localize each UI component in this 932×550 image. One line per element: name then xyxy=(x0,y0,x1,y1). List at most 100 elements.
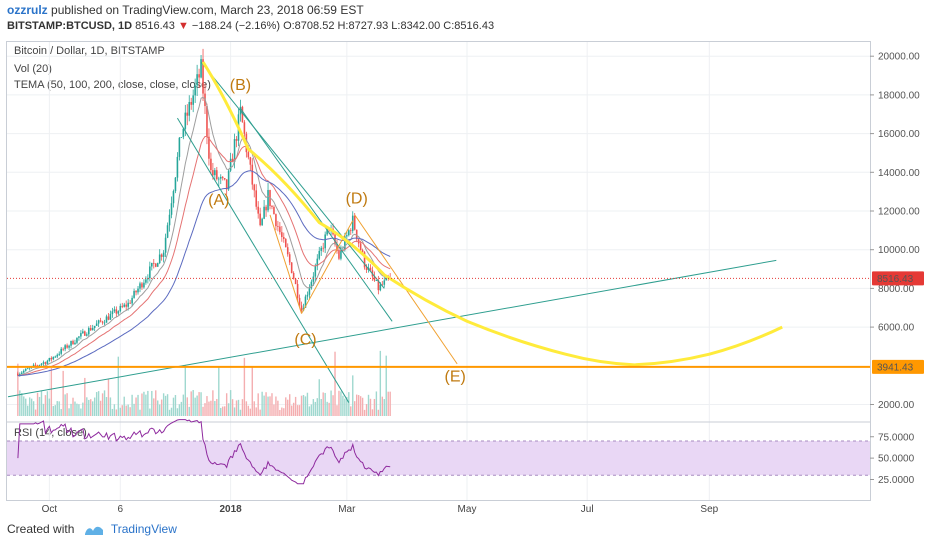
tradingview-link[interactable]: TradingView xyxy=(110,522,177,536)
candle-body xyxy=(141,283,143,288)
candle-body xyxy=(86,334,88,336)
volume-bar xyxy=(176,408,179,416)
volume-bar xyxy=(324,392,326,416)
author-link[interactable]: ozzrulz xyxy=(7,3,48,17)
last-price-tag-label: 8516.43 xyxy=(877,274,914,285)
volume-bar xyxy=(255,407,257,416)
volume-bar xyxy=(168,409,171,416)
volume-bar xyxy=(200,392,202,416)
volume-bar xyxy=(30,398,33,416)
candle-body xyxy=(214,170,216,176)
chart-frame[interactable] xyxy=(6,41,871,501)
candle-body xyxy=(34,364,37,366)
volume-bar xyxy=(60,409,62,416)
volume-bar xyxy=(204,403,206,416)
candle-body xyxy=(54,356,57,358)
volume-bars xyxy=(17,350,391,416)
volume-bar xyxy=(121,405,123,416)
volume-bar xyxy=(283,408,285,416)
wave-label: (B) xyxy=(230,77,251,94)
volume-bar xyxy=(316,398,318,416)
volume-bar xyxy=(312,399,315,416)
candle-body xyxy=(377,280,380,291)
volume-bar xyxy=(99,400,102,416)
volume-bar xyxy=(133,403,135,416)
candles xyxy=(17,48,391,377)
volume-bar xyxy=(275,396,277,416)
price-tick-label: 20000.00 xyxy=(878,52,920,63)
price-tick-label: 6000.00 xyxy=(878,323,915,334)
volume-bar xyxy=(326,401,328,416)
abc-leg-1 xyxy=(269,214,303,314)
tema-line xyxy=(17,170,391,377)
volume-bar xyxy=(330,390,332,416)
candle-body xyxy=(247,152,250,158)
candle-body xyxy=(310,281,313,289)
volume-bar xyxy=(66,393,68,416)
volume-bar xyxy=(229,390,232,416)
volume-bar xyxy=(241,399,244,416)
legend-volume: Vol (20) xyxy=(14,63,52,75)
candle-body xyxy=(190,102,193,105)
volume-bar xyxy=(336,405,338,416)
volume-bar xyxy=(80,408,82,416)
candle-body xyxy=(72,340,74,345)
volume-bar xyxy=(304,396,307,416)
volume-bar xyxy=(355,394,358,416)
volume-bar xyxy=(52,406,55,416)
volume-bar xyxy=(139,409,141,416)
volume-bar xyxy=(86,397,88,416)
price-tick-label: 2000.00 xyxy=(878,400,915,411)
candle-body xyxy=(87,328,90,335)
volume-bar xyxy=(58,401,60,416)
volume-bar xyxy=(28,397,31,416)
candle-body xyxy=(363,252,366,268)
volume-bar xyxy=(74,401,76,416)
candle-body xyxy=(103,322,106,324)
volume-bar xyxy=(375,391,378,416)
price-tags: 8516.43 3941.43 xyxy=(872,271,924,374)
volume-bar xyxy=(271,393,273,416)
candle-body xyxy=(133,290,135,298)
candle-body xyxy=(346,235,348,237)
volume-bar xyxy=(182,394,185,416)
time-label: Jul xyxy=(581,504,594,515)
ohlc-values: O:8708.52 H:8727.93 L:8342.00 C:8516.43 xyxy=(283,20,495,32)
candle-body xyxy=(334,234,336,245)
volume-bar xyxy=(88,399,90,416)
volume-bar xyxy=(318,379,320,416)
rsi-band xyxy=(7,441,870,476)
volume-bar xyxy=(348,392,350,416)
candle-body xyxy=(125,304,127,307)
volume-bar xyxy=(216,398,218,416)
time-axis: Oct 6 2018 Mar May Jul Sep xyxy=(42,504,719,515)
volume-bar xyxy=(214,401,216,416)
volume-bar xyxy=(377,409,380,416)
candle-body xyxy=(375,280,378,281)
candle-body xyxy=(229,158,232,171)
volume-bar xyxy=(314,401,317,416)
rsi-tick-label: 75.0000 xyxy=(878,432,915,443)
abc-leg-2 xyxy=(301,220,354,314)
legend-main: Bitcoin / Dollar, 1D, BITSTAMP xyxy=(14,45,165,57)
candle-body xyxy=(235,139,238,141)
rsi-axis: 75.0000 50.0000 25.0000 xyxy=(870,432,915,486)
volume-bar xyxy=(263,395,265,416)
candle-body xyxy=(156,263,159,267)
candle-body xyxy=(40,363,43,366)
price-tick-label: 18000.00 xyxy=(878,90,920,101)
volume-bar xyxy=(82,402,84,416)
price-tick-label: 8000.00 xyxy=(878,284,915,295)
volume-bar xyxy=(210,400,212,416)
volume-bar xyxy=(222,406,224,416)
candle-body xyxy=(119,305,122,312)
volume-bar xyxy=(371,409,374,416)
candle-body xyxy=(233,139,236,163)
volume-bar xyxy=(64,394,66,416)
candle-body xyxy=(192,95,194,105)
candle-body xyxy=(48,357,51,361)
volume-bar xyxy=(153,398,155,416)
volume-bar xyxy=(322,392,324,416)
candle-body xyxy=(308,288,311,295)
